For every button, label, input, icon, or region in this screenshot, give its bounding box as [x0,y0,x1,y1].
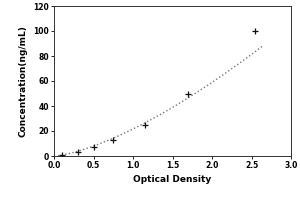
Y-axis label: Concentration(ng/mL): Concentration(ng/mL) [19,25,28,137]
X-axis label: Optical Density: Optical Density [134,175,212,184]
